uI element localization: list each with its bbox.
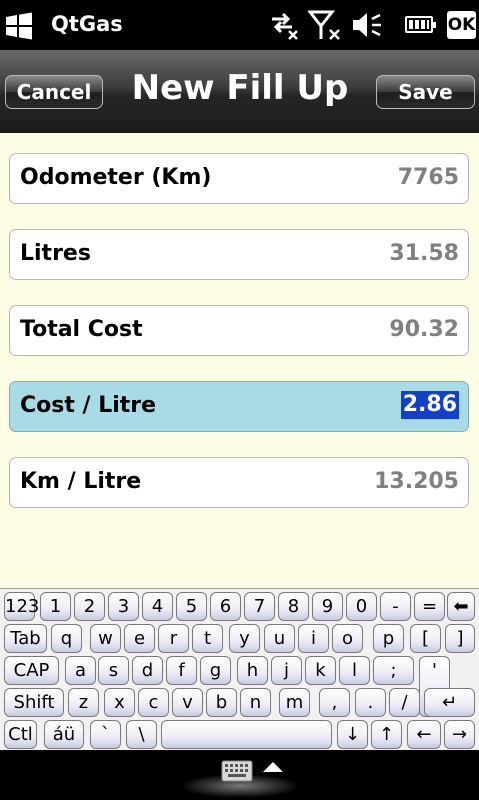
key-o[interactable]: o (332, 624, 363, 653)
enter-key[interactable]: ↵ (424, 688, 475, 717)
key-,[interactable]: , (319, 688, 350, 717)
km-per-litre-value[interactable]: 13.205 (374, 469, 459, 494)
save-button[interactable]: Save (376, 75, 475, 109)
shift-key[interactable]: Shift (4, 688, 64, 717)
accents-key[interactable]: áü (44, 720, 84, 749)
key-e[interactable]: e (124, 624, 155, 653)
key-z[interactable]: z (68, 688, 99, 717)
page-title: New Fill Up (131, 68, 349, 108)
key-p[interactable]: p (373, 624, 404, 653)
backspace-key[interactable]: ⬅ (447, 592, 475, 621)
key-y[interactable]: y (229, 624, 260, 653)
key-v[interactable]: v (172, 688, 203, 717)
key-d[interactable]: d (132, 656, 163, 685)
tab-key[interactable]: Tab (4, 624, 47, 653)
key--[interactable]: - (380, 592, 411, 621)
key-i[interactable]: i (298, 624, 329, 653)
key-9[interactable]: 9 (312, 592, 343, 621)
key-m[interactable]: m (279, 688, 310, 717)
speaker-muted-icon[interactable] (350, 10, 384, 40)
key-n[interactable]: n (240, 688, 271, 717)
arrow-right-key[interactable]: → (444, 720, 475, 749)
on-screen-keyboard: 123 1 2 3 4 5 6 7 8 9 0- = ⬅ Tab q w e r t y u i o p[] CAP a s d f g h… (0, 588, 479, 751)
signal-off-icon[interactable] (308, 10, 342, 40)
key-2[interactable]: 2 (74, 592, 105, 621)
key-r[interactable]: r (158, 624, 189, 653)
key-b[interactable]: b (206, 688, 237, 717)
windows-logo-icon[interactable] (4, 11, 34, 41)
key-`[interactable]: ` (90, 720, 121, 749)
up-arrow-icon[interactable] (263, 762, 283, 772)
app-name: QtGas (51, 12, 123, 36)
arrow-down-key[interactable]: ↓ (337, 720, 368, 749)
bottom-bar (0, 750, 479, 800)
key-8[interactable]: 8 (278, 592, 309, 621)
km-per-litre-field[interactable]: Km / Litre 13.205 (9, 457, 469, 508)
key-j[interactable]: j (271, 656, 302, 685)
key-u[interactable]: u (264, 624, 295, 653)
odometer-label: Odometer (Km) (20, 165, 212, 190)
key-=[interactable]: = (414, 592, 445, 621)
status-bar: QtGas OK (0, 0, 479, 50)
key-][interactable]: ] (445, 624, 475, 653)
numbers-key[interactable]: 123 (4, 592, 39, 621)
key-f[interactable]: f (166, 656, 197, 685)
cancel-button[interactable]: Cancel (5, 75, 103, 109)
caps-lock-key[interactable]: CAP (4, 656, 59, 685)
odometer-value[interactable]: 7765 (397, 165, 459, 190)
key-.[interactable]: . (355, 688, 386, 717)
key-7[interactable]: 7 (244, 592, 275, 621)
keyboard-icon[interactable] (221, 760, 253, 782)
fill-up-form: Odometer (Km) 7765 Litres 31.58 Total Co… (0, 133, 479, 588)
key-s[interactable]: s (98, 656, 129, 685)
total-cost-field[interactable]: Total Cost 90.32 (9, 305, 469, 356)
key-k[interactable]: k (305, 656, 336, 685)
arrow-up-key[interactable]: ↑ (371, 720, 402, 749)
key-1[interactable]: 1 (40, 592, 71, 621)
key-3[interactable]: 3 (108, 592, 139, 621)
odometer-field[interactable]: Odometer (Km) 7765 (9, 153, 469, 204)
key-q[interactable]: q (51, 624, 82, 653)
cost-per-litre-label: Cost / Litre (20, 393, 157, 418)
title-bar: Cancel New Fill Up Save (0, 50, 479, 133)
key-0[interactable]: 0 (346, 592, 377, 621)
key-a[interactable]: a (65, 656, 96, 685)
space-key[interactable] (161, 720, 332, 749)
km-per-litre-label: Km / Litre (20, 469, 142, 494)
key-/[interactable]: / (389, 688, 420, 717)
key-6[interactable]: 6 (210, 592, 241, 621)
key-t[interactable]: t (192, 624, 223, 653)
key-w[interactable]: w (90, 624, 121, 653)
ok-button[interactable]: OK (447, 11, 476, 39)
litres-field[interactable]: Litres 31.58 (9, 229, 469, 280)
key-5[interactable]: 5 (176, 592, 207, 621)
key-g[interactable]: g (200, 656, 231, 685)
total-cost-value[interactable]: 90.32 (389, 317, 459, 342)
key-h[interactable]: h (237, 656, 268, 685)
arrow-left-key[interactable]: ← (407, 720, 441, 749)
total-cost-label: Total Cost (20, 317, 143, 342)
key-4[interactable]: 4 (142, 592, 173, 621)
key-[[interactable]: [ (410, 624, 441, 653)
key-\[interactable]: \ (126, 720, 157, 749)
key-c[interactable]: c (138, 688, 169, 717)
data-connection-icon[interactable] (268, 10, 300, 40)
ctrl-key[interactable]: Ctl (4, 720, 37, 749)
key-x[interactable]: x (104, 688, 135, 717)
cost-per-litre-value[interactable]: 2.86 (400, 391, 459, 419)
litres-label: Litres (20, 241, 91, 266)
key-l[interactable]: l (339, 656, 370, 685)
battery-icon[interactable] (405, 16, 436, 33)
key-;[interactable]: ; (373, 656, 414, 685)
cost-per-litre-field[interactable]: Cost / Litre 2.86 (9, 381, 469, 432)
litres-value[interactable]: 31.58 (389, 241, 459, 266)
